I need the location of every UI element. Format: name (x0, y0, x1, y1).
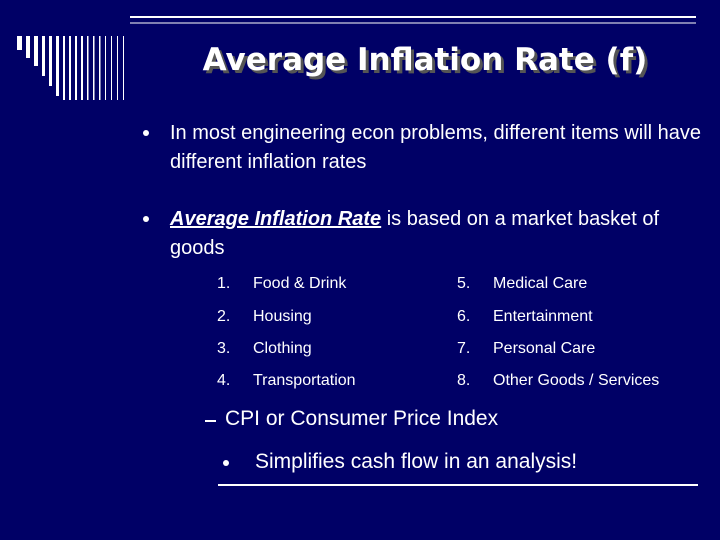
item-number: 8. (457, 372, 471, 389)
slide-title: Average Inflation Rate (f) (202, 42, 648, 78)
sub-point: CPI or Consumer Price Index (225, 407, 499, 430)
item-label: Food & Drink (253, 275, 347, 292)
item-number: 4. (217, 372, 231, 389)
item-label: Entertainment (493, 308, 593, 325)
emphasis: Average Inflation Rate (170, 208, 382, 230)
item-number: 6. (457, 308, 471, 325)
item-number: 1. (217, 275, 231, 292)
item-label: Medical Care (493, 275, 588, 292)
item-label: Housing (253, 308, 312, 325)
sub-sub-point: Simplifies cash flow in an analysis! (255, 450, 578, 473)
item-label: Clothing (253, 340, 312, 357)
bullet: Average Inflation Rate is based on a mar… (170, 205, 675, 263)
bullet: In most engineering econ problems, diffe… (170, 122, 702, 173)
item-number: 2. (217, 308, 231, 325)
item-number: 7. (457, 340, 471, 357)
item-label: Other Goods / Services (493, 372, 660, 389)
item-label: Transportation (253, 372, 356, 389)
item-label: Personal Care (493, 340, 596, 357)
item-number: 5. (457, 275, 471, 292)
bullet-text: is based on a market basket of goods (170, 208, 665, 259)
item-number: 3. (217, 340, 231, 357)
